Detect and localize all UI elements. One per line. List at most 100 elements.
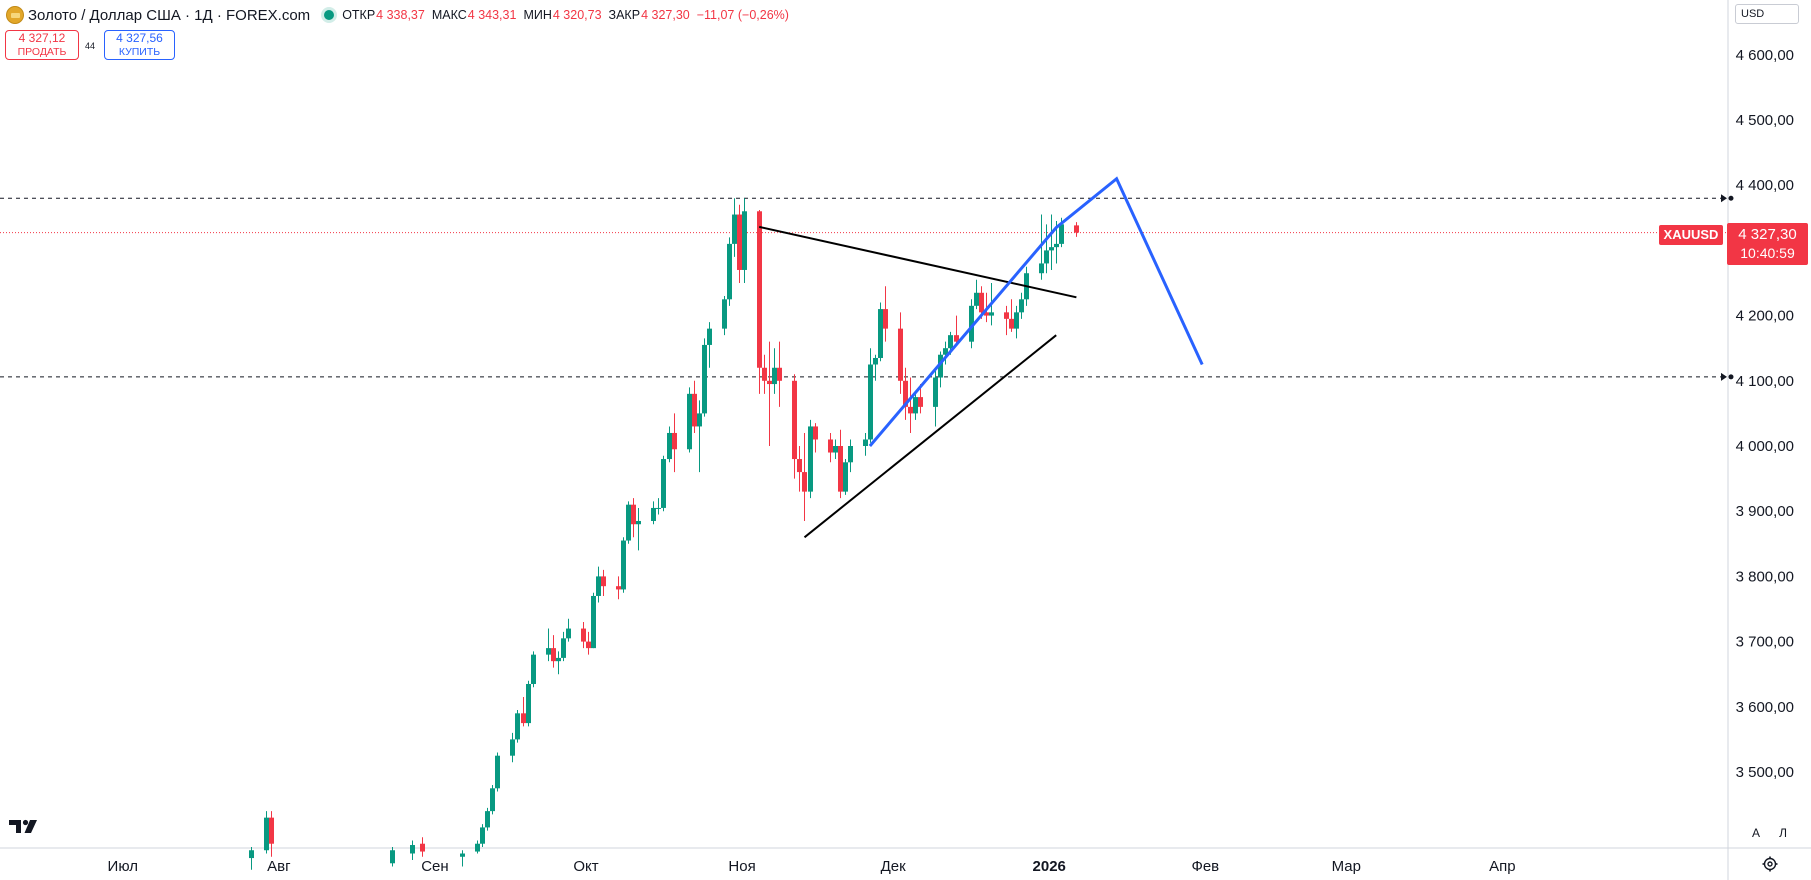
candle[interactable] [697, 400, 702, 473]
candle[interactable] [631, 498, 636, 538]
candle[interactable] [883, 286, 888, 342]
candle[interactable] [767, 341, 772, 446]
candle[interactable] [626, 501, 631, 544]
candle[interactable] [848, 439, 853, 473]
candle[interactable] [878, 302, 883, 362]
candle[interactable] [410, 840, 415, 861]
candle[interactable] [566, 618, 571, 642]
candle[interactable] [586, 631, 591, 655]
candle[interactable] [687, 387, 692, 453]
candle[interactable] [732, 198, 737, 257]
candle[interactable] [898, 312, 903, 394]
candle[interactable] [943, 341, 948, 365]
candle-body [651, 507, 656, 521]
candle[interactable] [969, 299, 974, 349]
candle[interactable] [742, 198, 747, 283]
candle-body [1074, 225, 1079, 233]
candle[interactable] [390, 846, 395, 867]
sell-button[interactable]: 4 327,12 ПРОДАТЬ [5, 30, 79, 60]
candle[interactable] [485, 807, 490, 831]
candle[interactable] [651, 501, 656, 525]
candle[interactable] [546, 628, 551, 662]
candle[interactable] [269, 811, 274, 857]
candle[interactable] [722, 296, 727, 336]
candle[interactable] [420, 837, 425, 857]
candle[interactable] [475, 840, 480, 854]
candle[interactable] [808, 419, 813, 499]
candle[interactable] [727, 237, 732, 306]
candle[interactable] [797, 446, 802, 492]
candle[interactable] [913, 393, 918, 420]
candle[interactable] [863, 432, 868, 456]
candle[interactable] [661, 455, 666, 512]
candle[interactable] [737, 204, 742, 283]
candle[interactable] [616, 576, 621, 600]
candle[interactable] [938, 351, 943, 388]
candle[interactable] [692, 380, 697, 433]
candle[interactable] [460, 850, 465, 867]
candle[interactable] [828, 432, 833, 463]
candle[interactable] [777, 341, 782, 407]
candle[interactable] [954, 315, 959, 345]
candle[interactable] [813, 423, 818, 453]
tradingview-logo-icon[interactable] [8, 816, 40, 836]
candle[interactable] [903, 367, 908, 420]
candle[interactable] [762, 354, 767, 394]
candle-body [742, 211, 747, 270]
log-scale-button[interactable]: Л [1779, 826, 1787, 840]
candle-body [591, 595, 596, 649]
candle[interactable] [510, 732, 515, 763]
symbol-title[interactable]: Золото / Доллар США · 1Д · FOREX.com [28, 6, 311, 24]
candle[interactable] [868, 348, 873, 443]
candle[interactable] [249, 846, 254, 870]
gold-coin-icon[interactable] [6, 6, 24, 24]
candle[interactable] [1044, 224, 1049, 274]
candle[interactable] [596, 566, 601, 603]
candle[interactable] [656, 498, 661, 515]
candle[interactable] [264, 811, 269, 854]
candle[interactable] [707, 322, 712, 368]
candle[interactable] [561, 631, 566, 662]
candle[interactable] [672, 413, 677, 473]
candle[interactable] [974, 279, 979, 310]
market-open-dot-icon[interactable] [324, 10, 335, 20]
auto-scale-button[interactable]: А [1751, 826, 1760, 840]
candle[interactable] [515, 710, 520, 743]
candle[interactable] [1004, 305, 1009, 336]
candle[interactable] [591, 592, 596, 649]
candle[interactable] [490, 785, 495, 815]
candle[interactable] [495, 752, 500, 792]
gear-icon[interactable] [1761, 855, 1779, 873]
candle[interactable] [1014, 305, 1019, 339]
candle[interactable] [757, 209, 762, 394]
candle[interactable] [802, 432, 807, 521]
candle[interactable] [480, 824, 485, 847]
candle[interactable] [702, 338, 707, 417]
buy-button[interactable]: 4 327,56 КУПИТЬ [104, 30, 175, 60]
candle[interactable] [621, 537, 626, 593]
candle[interactable] [873, 354, 878, 381]
candle[interactable] [838, 429, 843, 499]
candle[interactable] [908, 377, 913, 433]
candle[interactable] [531, 651, 536, 688]
candle[interactable] [772, 348, 777, 394]
candle[interactable] [933, 371, 938, 427]
candle[interactable] [556, 651, 561, 675]
candle[interactable] [843, 459, 848, 495]
candle[interactable] [526, 680, 531, 727]
candle[interactable] [551, 635, 556, 668]
candle[interactable] [1019, 292, 1024, 319]
candle[interactable] [601, 569, 606, 596]
currency-selector[interactable]: USD [1735, 4, 1799, 24]
candle[interactable] [1074, 222, 1079, 237]
candle[interactable] [1049, 214, 1054, 270]
candle[interactable] [1009, 299, 1014, 332]
candle[interactable] [833, 439, 838, 460]
candle[interactable] [581, 622, 586, 649]
candle[interactable] [792, 374, 797, 479]
candle-body [969, 305, 974, 342]
candle[interactable] [521, 697, 526, 727]
candle[interactable] [636, 507, 641, 551]
candle[interactable] [667, 426, 672, 463]
